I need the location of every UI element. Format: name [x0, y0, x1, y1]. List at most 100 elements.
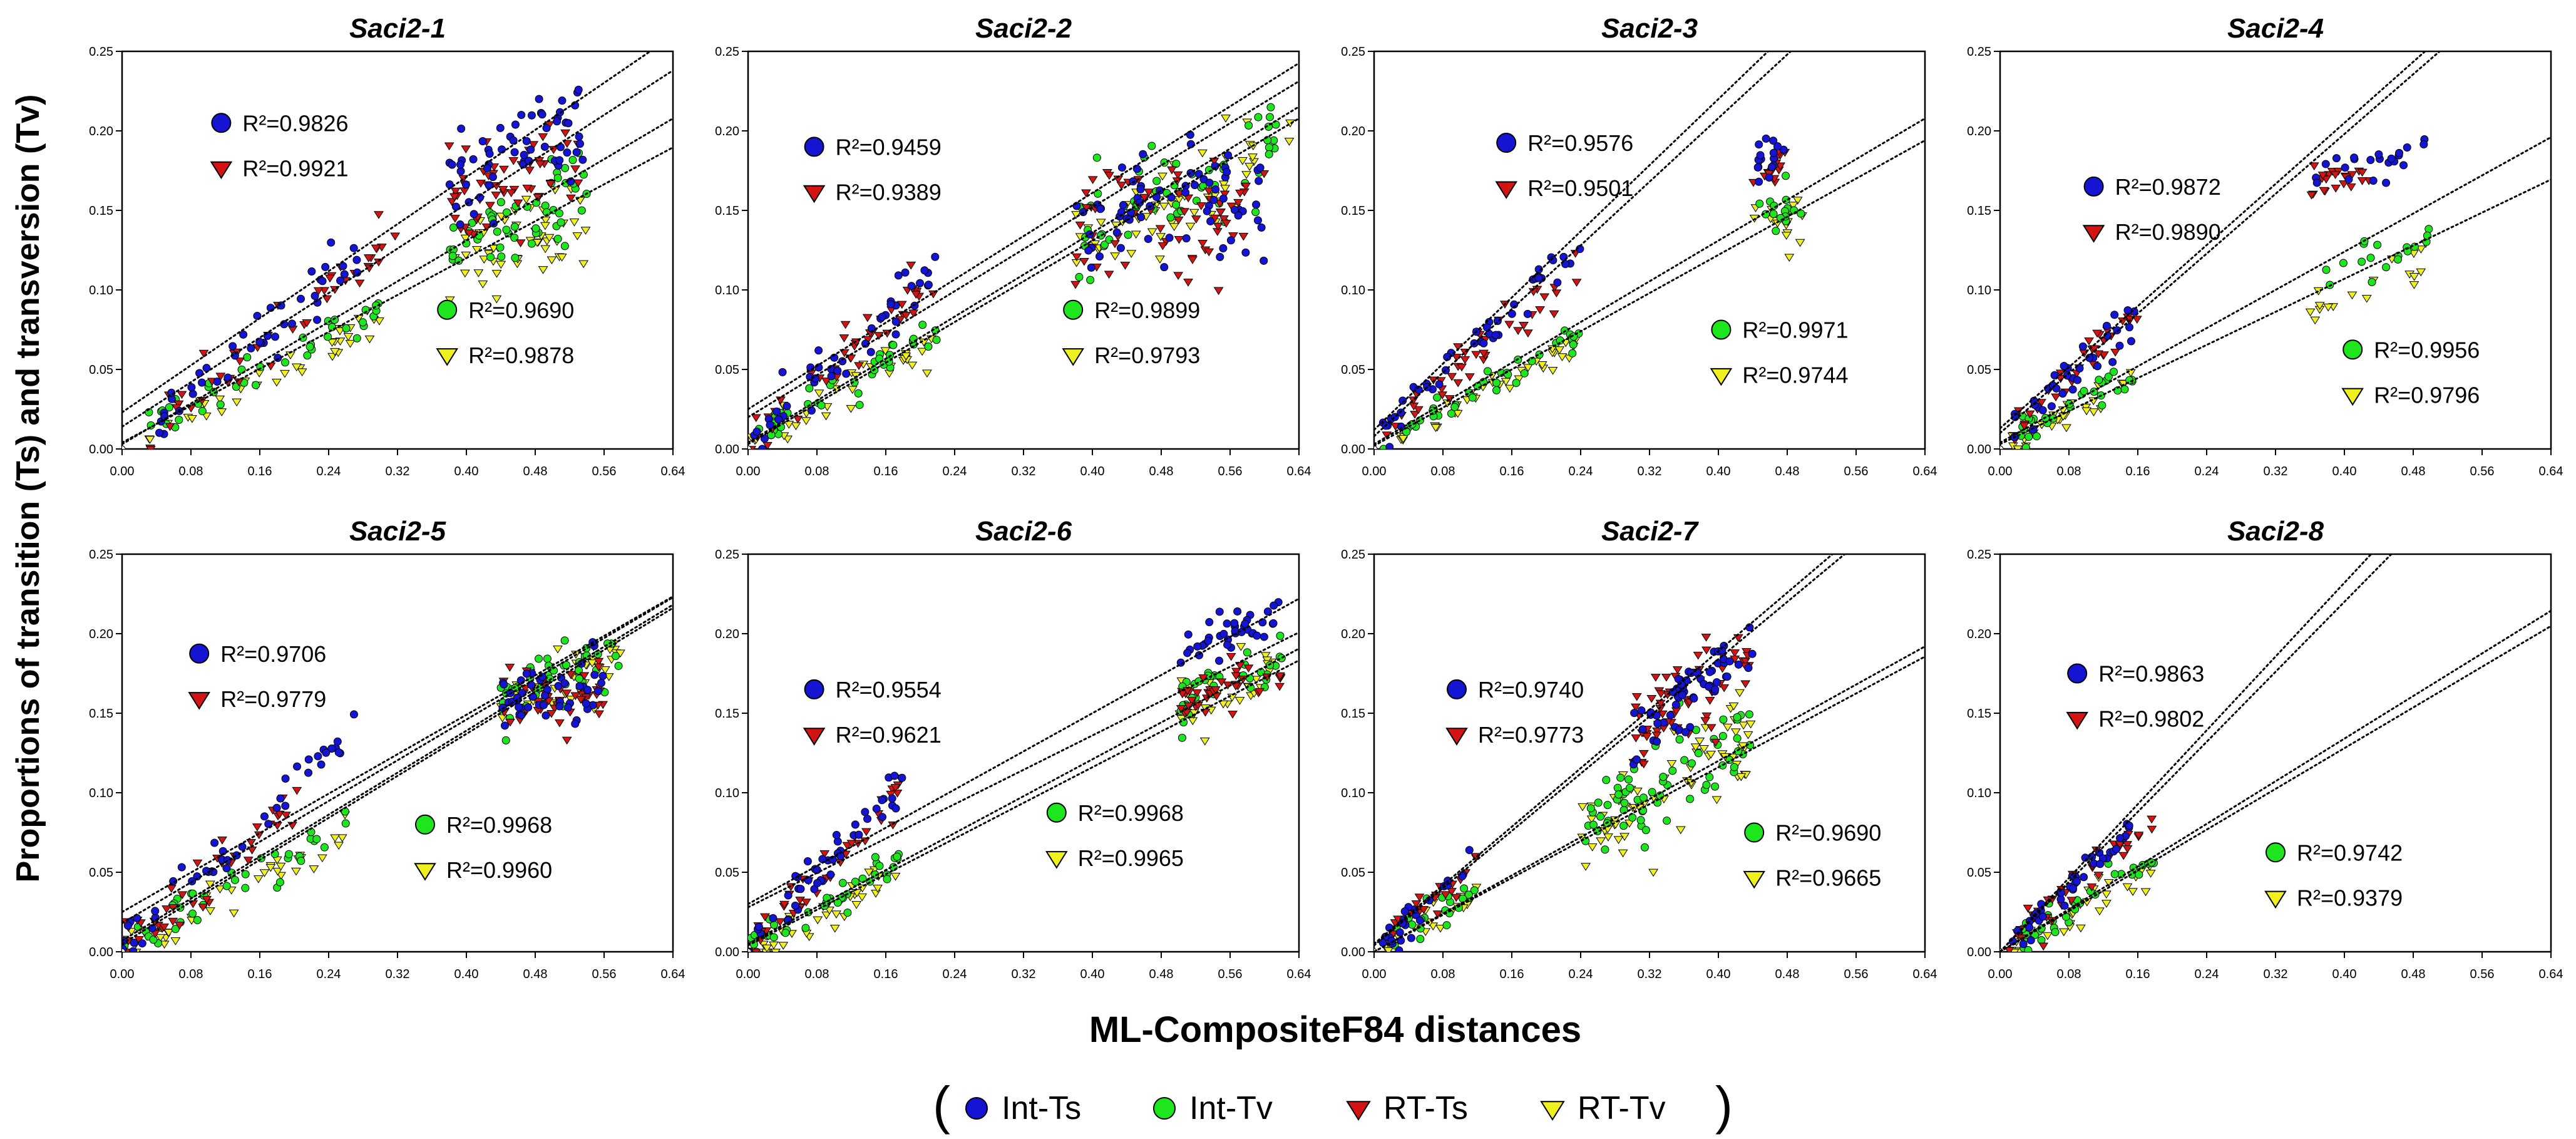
data-point: [1243, 664, 1254, 673]
y-tick-label: 0.00: [1341, 946, 1365, 959]
data-point: [2339, 259, 2348, 267]
data-point: [459, 269, 470, 278]
data-point: [1603, 801, 1612, 810]
r2-marker: [436, 348, 459, 366]
data-point: [1668, 766, 1677, 775]
data-point: [1447, 888, 1457, 896]
data-point: [1209, 195, 1218, 204]
data-point: [2393, 255, 2402, 264]
panels: Saci2-1 0.00 0.08 0.16 0.24 0.32 0.40 0.48 0.56 0…: [89, 13, 2563, 981]
x-tick-label: 0.00: [736, 465, 761, 478]
data-point: [545, 180, 556, 188]
r2-label-rt-tv: R²=0.9744: [1710, 363, 1849, 388]
data-point: [1223, 168, 1231, 177]
data-point: [223, 373, 232, 382]
data-point: [2409, 281, 2419, 289]
data-point: [496, 212, 506, 221]
data-point: [327, 745, 336, 753]
y-tick-label: 0.20: [1967, 627, 1991, 641]
data-point: [1601, 845, 1609, 854]
data-point: [524, 703, 533, 712]
data-point: [517, 711, 526, 719]
data-point: [2120, 385, 2129, 394]
data-point: [1504, 321, 1514, 329]
data-point: [505, 718, 515, 727]
r2-marker: [803, 728, 826, 746]
y-axis-label: Proportions of transition (Ts) and trans…: [10, 95, 46, 883]
data-point: [541, 201, 550, 210]
fit-line-rt-tv: [2000, 178, 2551, 445]
fit-line-int-ts: [122, 595, 673, 913]
x-tick-label: 0.56: [592, 967, 617, 981]
data-point: [1203, 207, 1211, 215]
data-point: [292, 786, 302, 795]
data-point: [1226, 652, 1236, 661]
data-point: [775, 918, 786, 927]
data-point: [543, 654, 552, 663]
data-point: [304, 755, 313, 764]
data-point: [175, 415, 183, 424]
data-point: [2102, 321, 2111, 330]
data-point: [2095, 907, 2105, 916]
panel-saci2-6: Saci2-6 0.00 0.08 0.16 0.24 0.32 0.40 0.48 0.56 0…: [715, 516, 1311, 981]
data-point: [1479, 349, 1489, 358]
data-point: [575, 696, 586, 704]
data-point: [459, 187, 470, 196]
data-point: [888, 794, 896, 803]
data-point: [339, 262, 347, 271]
data-point: [241, 884, 250, 892]
data-point: [795, 896, 805, 905]
r2-marker: [188, 692, 211, 710]
y-tick-label: 0.05: [715, 363, 739, 377]
data-point: [791, 901, 799, 910]
r2-label-int-ts: R²=0.9706: [189, 641, 326, 667]
r2-marker: [1711, 319, 1732, 340]
data-point: [501, 736, 510, 745]
data-point: [778, 368, 787, 376]
data-point: [243, 353, 252, 362]
data-point: [1636, 816, 1645, 825]
r2-marker: [1046, 802, 1067, 823]
y-tick-label: 0.00: [89, 443, 113, 456]
data-point: [2373, 240, 2382, 249]
data-point: [1199, 175, 1208, 183]
data-point: [1534, 274, 1543, 282]
data-point: [527, 239, 536, 248]
data-point: [2321, 160, 2330, 168]
data-point: [2110, 348, 2121, 357]
data-point: [340, 270, 349, 279]
data-point: [1173, 216, 1184, 225]
y-tick-label: 0.05: [1967, 866, 1991, 880]
data-point: [593, 657, 604, 666]
data-point: [1626, 783, 1634, 792]
data-point: [1551, 289, 1562, 298]
data-point: [1223, 619, 1231, 628]
r2-marker: [804, 679, 824, 699]
x-tick-label: 0.24: [943, 967, 967, 981]
fit-line-rt-ts: [2000, 554, 2393, 952]
x-tick-label: 0.32: [386, 967, 410, 981]
data-point: [1224, 151, 1233, 160]
data-point: [1265, 150, 1273, 158]
data-point: [846, 405, 856, 413]
y-tick-label: 0.20: [715, 125, 739, 138]
y-tick-label: 0.05: [89, 866, 113, 880]
legend-marker: [965, 1097, 988, 1120]
data-point: [1460, 884, 1469, 893]
panel-title: Saci2-2: [975, 13, 1072, 44]
fit-line-rt-tv: [122, 146, 673, 444]
data-point: [2322, 265, 2331, 274]
legend-item-rt-ts: RT-Ts: [1346, 1090, 1468, 1126]
panel-title: Saci2-6: [975, 516, 1072, 547]
data-point: [1254, 113, 1263, 121]
data-point: [563, 148, 572, 157]
x-tick-label: 0.40: [2332, 967, 2357, 981]
fit-line-int-tv: [1374, 645, 1925, 952]
data-point: [337, 834, 347, 843]
data-point: [1104, 172, 1114, 180]
data-point: [544, 234, 555, 242]
data-point: [1631, 703, 1641, 712]
x-tick-label: 0.32: [1012, 967, 1036, 981]
data-point: [580, 227, 591, 235]
data-point: [854, 830, 863, 839]
